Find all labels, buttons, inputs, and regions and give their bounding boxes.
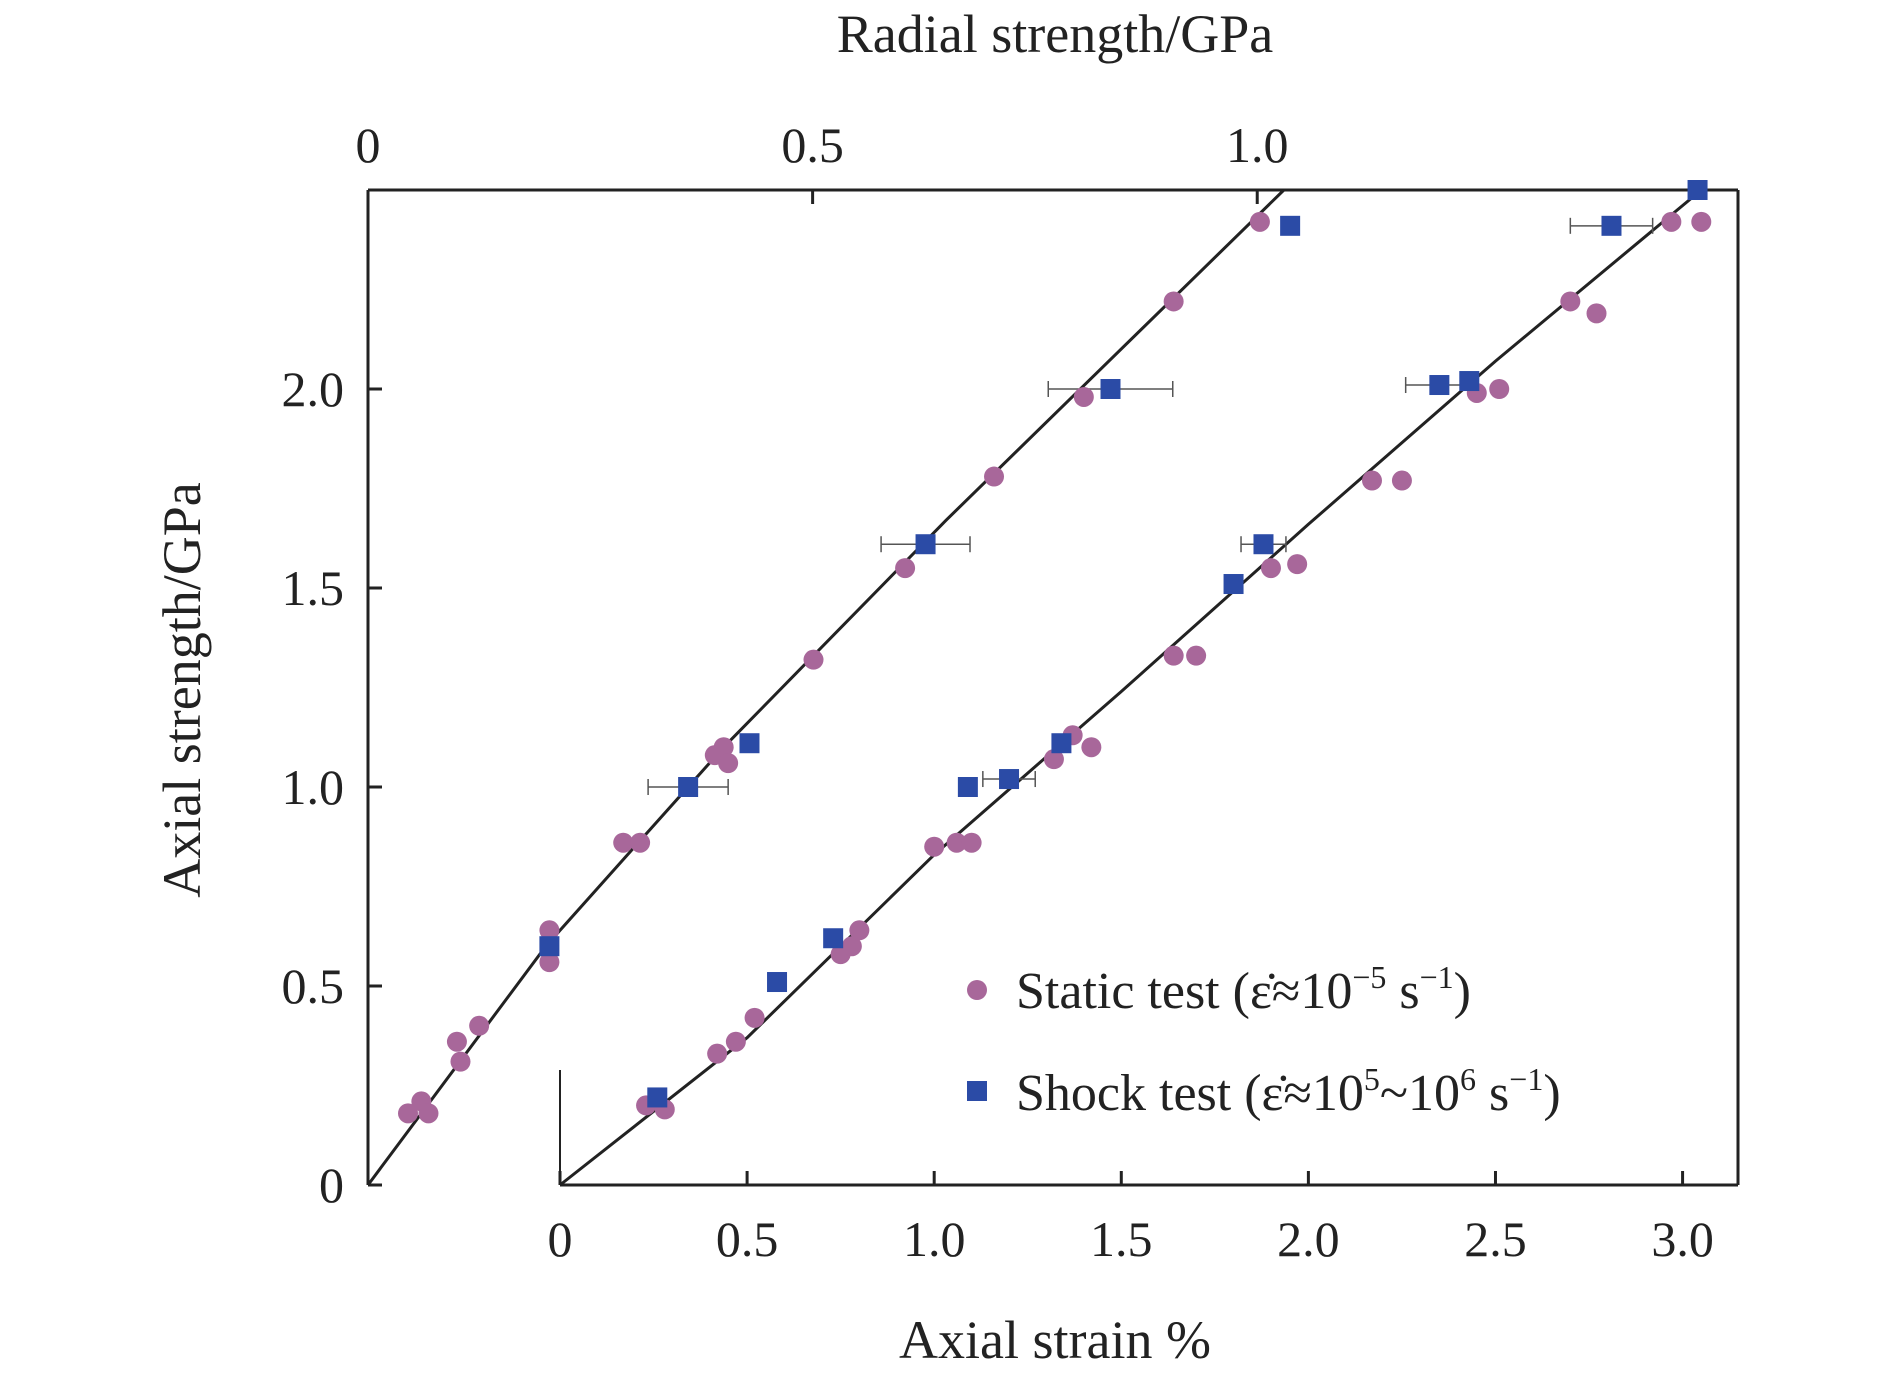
static-point (1163, 291, 1184, 312)
static-point (450, 1051, 471, 1072)
static-point (1163, 645, 1184, 666)
legend-static-marker (967, 980, 987, 1000)
shock-point (539, 936, 560, 957)
static-point (841, 936, 862, 957)
data-markers (398, 180, 1712, 1124)
shock-point (678, 777, 699, 797)
shock-point (1100, 379, 1121, 399)
static-point (469, 1015, 490, 1036)
bottom-axis-tick-label: 0.5 (716, 1211, 779, 1267)
shock-point (1429, 375, 1450, 396)
y-axis-tick-label: 1.5 (282, 560, 345, 616)
fit-lines (366, 188, 1703, 1187)
shock-point (767, 972, 788, 993)
static-point (398, 1103, 419, 1124)
static-point (1362, 470, 1382, 491)
static-point (446, 1031, 467, 1052)
static-point (924, 836, 945, 857)
static-point (895, 558, 916, 579)
shock-point (1223, 574, 1244, 595)
shock-point (1280, 215, 1301, 236)
bottom-axis-tick-label: 3.0 (1651, 1211, 1714, 1267)
shock-point (1601, 215, 1622, 236)
static-point (961, 832, 982, 853)
static-point (984, 466, 1005, 487)
static-point (539, 920, 560, 941)
static-point (1489, 379, 1510, 399)
static-point (1661, 211, 1682, 232)
top-axis-tick-label: 0 (356, 117, 381, 173)
shock-point (957, 777, 978, 797)
static-point (539, 952, 560, 973)
bottom-axis-tick-label: 0 (548, 1211, 573, 1267)
static-point (744, 1007, 765, 1028)
static-point (1391, 470, 1412, 491)
static-point (1043, 749, 1064, 770)
static-point (1186, 645, 1207, 666)
tick-labels: 0 0.5 1.0 0 0.5 1.0 1.5 2.0 2.5 3.0 0 0.5 1.0 1.5 2.0 (282, 117, 1714, 1267)
static-point (613, 832, 634, 853)
static-point (418, 1103, 439, 1124)
static-point (718, 753, 739, 774)
static-point (849, 920, 870, 941)
y-axis-tick-label: 2.0 (282, 361, 345, 417)
static-point (725, 1031, 746, 1052)
top-axis-title: Radial strength/GPa (837, 4, 1273, 64)
static-point (1586, 303, 1607, 324)
shock-point (1051, 733, 1072, 754)
static-point (803, 649, 824, 670)
shock-point (1253, 534, 1274, 555)
static-point (630, 832, 651, 853)
top-axis-tick-label: 1.0 (1226, 117, 1289, 173)
static-point (1081, 737, 1102, 758)
top-axis-tick-label: 0.5 (781, 117, 844, 173)
y-axis-tick-label: 0.5 (282, 958, 345, 1014)
shock-point (1459, 371, 1480, 392)
legend: Static test (ε̇≈10−5 s−1) Shock test (ε̇… (967, 959, 1561, 1122)
static-point (1691, 211, 1712, 232)
static-point (707, 1043, 728, 1064)
bottom-axis-tick-label: 2.5 (1464, 1211, 1527, 1267)
static-point (1287, 554, 1308, 575)
bottom-axis-title: Axial strain % (899, 1310, 1211, 1370)
shock-point (915, 534, 936, 555)
static-point (1249, 211, 1270, 232)
static-point (1073, 386, 1094, 407)
shock-point (823, 928, 844, 949)
static-point (946, 832, 967, 853)
fit-line-bottom (559, 188, 1703, 1187)
static-point (1260, 558, 1281, 579)
bottom-axis-tick-label: 1.5 (1090, 1211, 1153, 1267)
legend-static-label: Static test (ε̇≈10−5 s−1) (1016, 959, 1471, 1020)
legend-shock-marker (967, 1081, 987, 1101)
shock-point (739, 733, 760, 754)
y-axis-title: Axial strength/GPa (152, 482, 212, 897)
error-bars (647, 217, 1654, 795)
shock-point (999, 769, 1020, 790)
fit-line-top (366, 188, 1285, 1186)
bottom-axis-tick-label: 2.0 (1277, 1211, 1340, 1267)
shock-point (647, 1087, 668, 1108)
y-axis-tick-label: 0 (319, 1157, 344, 1213)
legend-shock-label: Shock test (ε̇≈105~106 s−1) (1016, 1061, 1561, 1122)
y-axis-tick-label: 1.0 (282, 759, 345, 815)
static-point (713, 737, 734, 758)
static-point (1560, 291, 1581, 312)
bottom-axis-tick-label: 1.0 (903, 1211, 966, 1267)
plot-frame (366, 188, 1740, 1187)
shock-point (1687, 180, 1708, 200)
